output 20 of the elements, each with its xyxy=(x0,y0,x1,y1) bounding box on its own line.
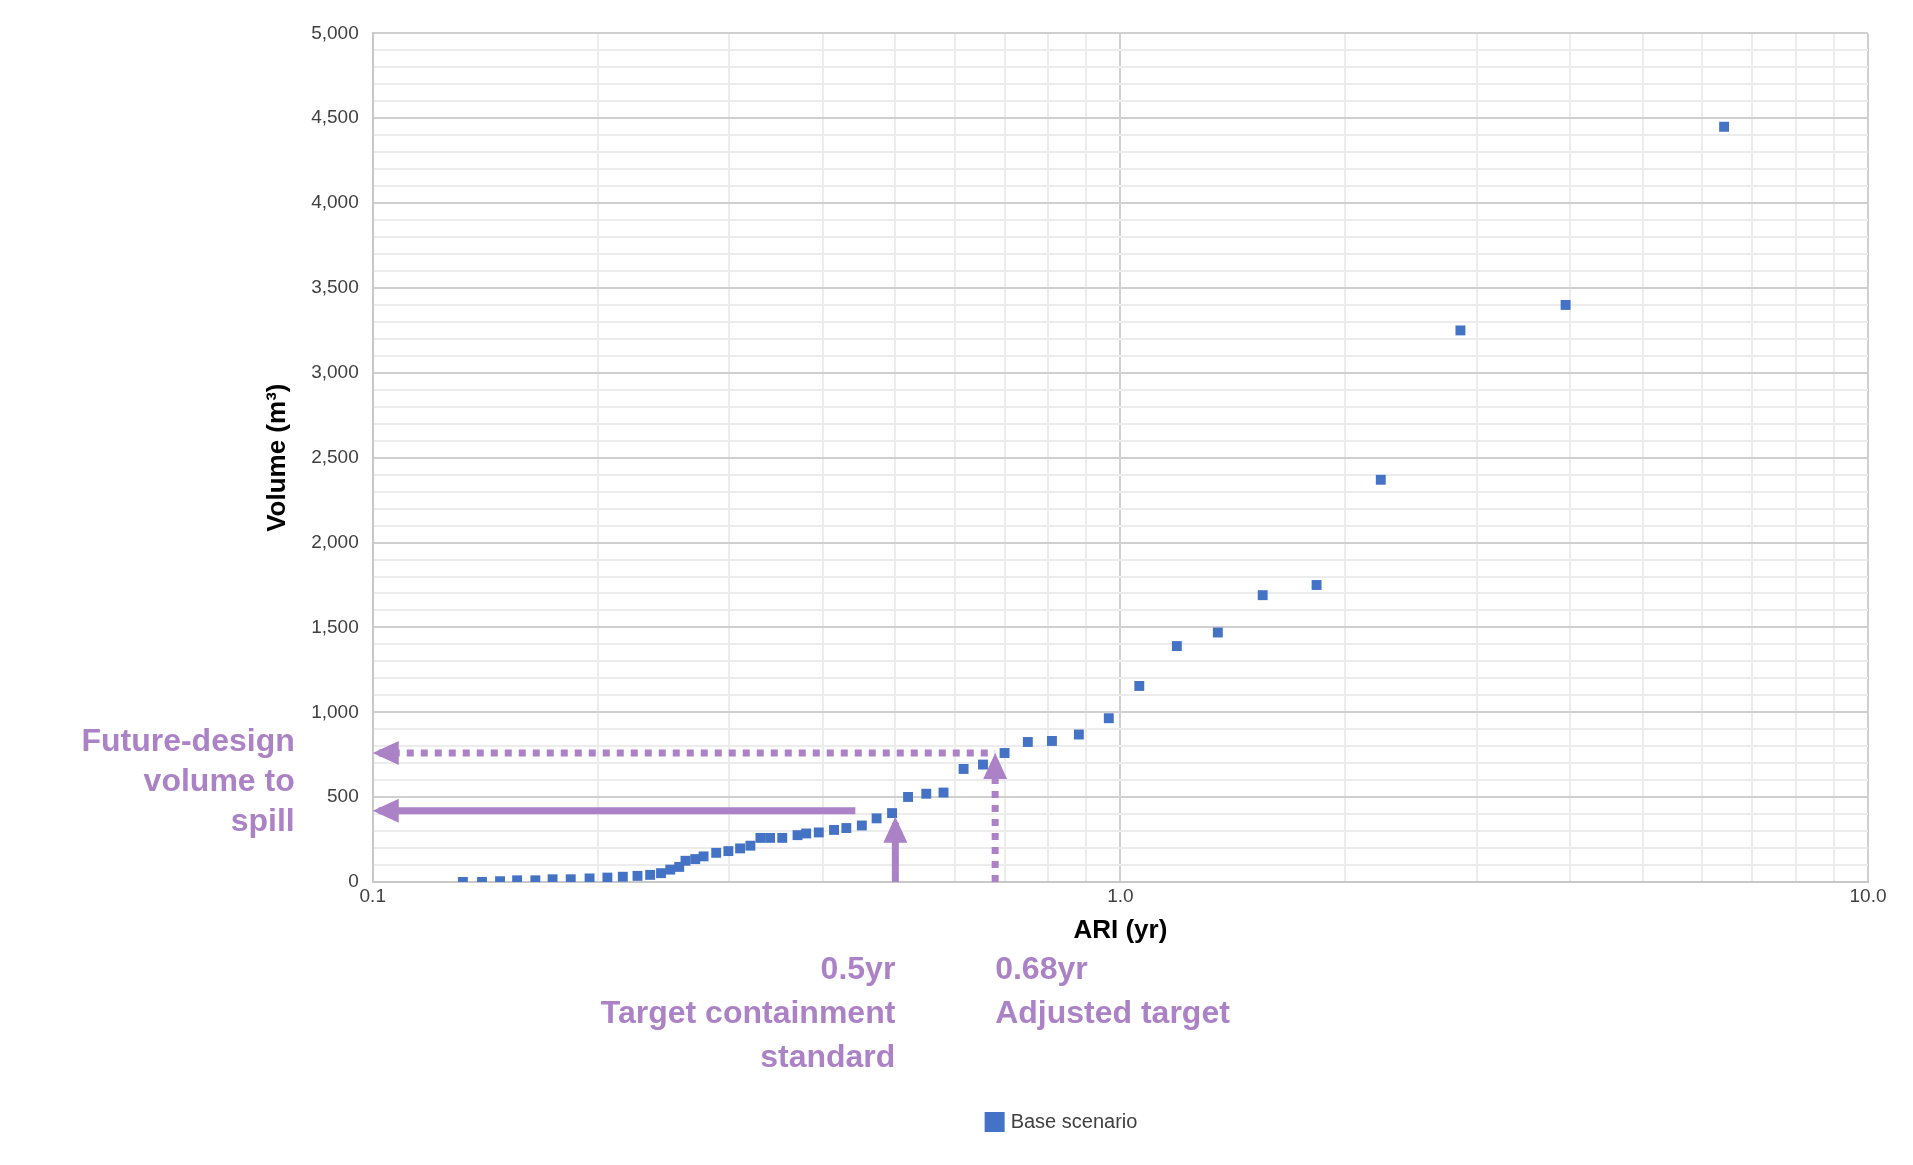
y-tick-label: 1,500 xyxy=(311,615,359,637)
x-axis-title: ARI (yr) xyxy=(1073,913,1168,944)
y-tick-label: 2,000 xyxy=(311,530,359,552)
y-tick-label: 2,500 xyxy=(311,445,359,467)
x-tick-label: 10.0 xyxy=(1849,884,1887,906)
y-tick-label: 4,000 xyxy=(311,191,359,213)
y-tick-label: 5,000 xyxy=(311,21,359,43)
x-tick-label: 1.0 xyxy=(1107,884,1134,906)
ref-line-label: 0.68yr Adjusted target xyxy=(995,949,1231,1030)
legend-label: Base scenario xyxy=(1010,1109,1138,1132)
text: Future-design volume to spill xyxy=(81,721,295,838)
y-tick-label: 500 xyxy=(327,785,359,807)
y-tick-label: 1,000 xyxy=(311,700,359,722)
y-tick-label: 3,000 xyxy=(311,361,359,383)
x-tick-label: 0.1 xyxy=(359,884,386,906)
y-axis-title: Volume (m³) xyxy=(260,383,291,532)
text: 0.5yr Target containment standard xyxy=(600,949,896,1074)
y-tick-label: 4,500 xyxy=(311,106,359,128)
y-tick-label: 0 xyxy=(348,870,359,892)
y-tick-label: 3,500 xyxy=(311,276,359,298)
